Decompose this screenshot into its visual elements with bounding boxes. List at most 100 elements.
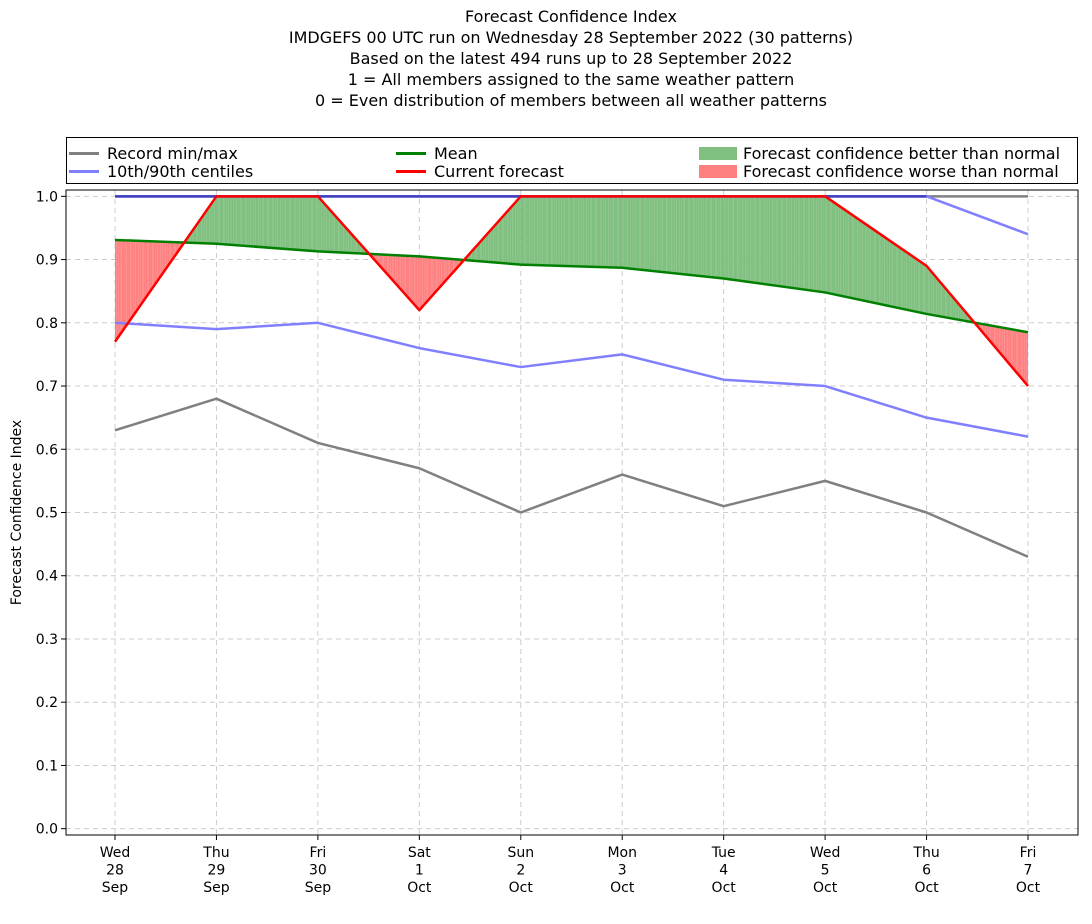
fill-better-area [906, 251, 908, 310]
fill-better-area [872, 228, 875, 303]
legend-item-mean: Mean [396, 143, 478, 163]
fill-worse-area [1012, 329, 1015, 371]
fill-better-area [214, 196, 217, 244]
fill-worse-area [143, 241, 146, 301]
fill-better-area [858, 219, 861, 300]
fill-better-area [250, 196, 252, 247]
fill-better-area [875, 231, 878, 304]
fill-worse-area [1021, 331, 1023, 381]
fill-better-area [245, 196, 247, 247]
fill-better-area [907, 253, 910, 311]
fill-better-area [725, 196, 728, 279]
fill-better-area [623, 196, 626, 269]
y-tick-label: 0.5 [36, 506, 58, 522]
fill-better-area [838, 205, 841, 296]
legend-item-worse: Forecast confidence worse than normal [699, 161, 1059, 181]
fill-worse-area [162, 241, 165, 274]
fill-better-area [681, 196, 684, 275]
fill-better-area [672, 196, 675, 274]
fill-better-area [547, 196, 550, 266]
y-tick-label: 0.6 [36, 442, 58, 458]
fill-better-area [820, 196, 822, 292]
fill-worse-area [126, 240, 129, 325]
fill-better-area [317, 196, 320, 252]
fill-worse-area [140, 240, 143, 306]
fill-better-area [588, 196, 591, 267]
fill-worse-area [165, 241, 168, 270]
fill-better-area [336, 217, 339, 253]
fill-better-area [569, 196, 572, 267]
x-tick-label: Sat [408, 845, 431, 861]
fill-better-area [311, 196, 313, 251]
fill-worse-area [404, 255, 406, 295]
fill-worse-area [1011, 329, 1013, 369]
fill-better-area [211, 201, 214, 244]
fill-better-area [289, 196, 291, 250]
x-tick-label: 1 [415, 863, 424, 879]
fill-worse-area [990, 325, 993, 344]
fill-better-area [199, 218, 202, 244]
fill-worse-area [414, 256, 416, 307]
fill-better-area [607, 196, 609, 268]
fill-better-area [622, 196, 624, 268]
fill-worse-area [443, 258, 445, 284]
y-axis-label: Forecast Confidence Index [9, 420, 25, 605]
fill-better-area [848, 212, 851, 298]
fill-worse-area [426, 256, 428, 303]
fill-better-area [253, 196, 256, 247]
fill-worse-area [451, 259, 454, 275]
fill-better-area [818, 196, 821, 292]
fill-better-area [571, 196, 574, 267]
fill-better-area [867, 225, 870, 302]
fill-better-area [507, 209, 509, 264]
fill-better-area [688, 196, 690, 275]
fill-better-area [248, 196, 251, 247]
fill-better-area [620, 196, 623, 268]
fill-better-area [782, 196, 785, 287]
fill-better-area [229, 196, 232, 245]
fill-worse-area [449, 258, 452, 276]
fill-better-area [530, 196, 533, 265]
chart-subtitle-zero: 0 = Even distribution of members between… [314, 91, 828, 110]
fill-better-area [885, 238, 888, 306]
fill-better-area [564, 196, 567, 267]
fill-better-area [356, 239, 359, 254]
fill-better-area [304, 196, 307, 251]
fill-better-area [529, 196, 531, 265]
fill-better-area [302, 196, 305, 251]
fill-better-area [532, 196, 535, 266]
fill-better-area [207, 206, 210, 244]
fill-worse-area [157, 241, 159, 282]
chart-title: Forecast Confidence Index [465, 7, 677, 26]
fill-better-area [789, 196, 792, 288]
x-tick-label: Oct [914, 880, 939, 896]
fill-better-area [806, 196, 809, 291]
fill-better-area [669, 196, 672, 273]
fill-better-area [735, 196, 738, 281]
fill-better-area [279, 196, 281, 249]
fill-worse-area [128, 240, 131, 323]
fill-better-area [855, 217, 858, 300]
fill-better-area [960, 305, 963, 321]
fill-better-area [904, 250, 907, 310]
fill-better-area [585, 196, 587, 267]
fill-better-area [919, 261, 922, 313]
x-tick-label: 6 [922, 863, 931, 879]
fill-worse-area [387, 254, 389, 276]
fill-better-area [742, 196, 744, 282]
fill-better-area [493, 224, 496, 263]
fill-better-area [671, 196, 673, 274]
fill-better-area [940, 281, 942, 317]
fill-better-area [928, 267, 930, 315]
fill-better-area [275, 196, 278, 249]
fill-better-area [273, 196, 276, 249]
fill-better-area [799, 196, 802, 290]
fill-better-area [816, 196, 819, 292]
fill-worse-area [1014, 329, 1017, 373]
fill-better-area [228, 196, 230, 245]
fill-better-area [679, 196, 682, 275]
fill-better-area [845, 210, 848, 298]
fill-worse-area [390, 254, 393, 280]
y-tick-label: 0.2 [36, 695, 58, 711]
fill-better-area [801, 196, 804, 290]
